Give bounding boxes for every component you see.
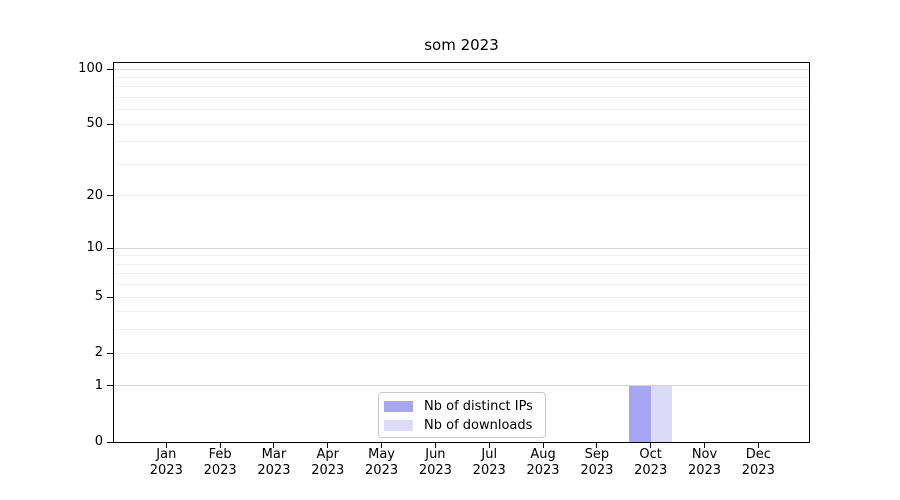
x-tick-mark — [434, 443, 436, 448]
x-tick-label: Apr 2023 — [311, 447, 345, 478]
legend: Nb of distinct IPs Nb of downloads — [378, 392, 546, 438]
y-tick-label: 1 — [94, 377, 103, 393]
gridline-minor — [114, 352, 809, 354]
gridline-minor — [114, 195, 809, 197]
x-tick-label: Jun 2023 — [418, 447, 452, 478]
y-tick-mark — [107, 195, 113, 197]
x-tick-mark — [381, 443, 383, 448]
x-tick-mark — [219, 443, 221, 448]
y-tick-label: 5 — [94, 289, 103, 305]
x-tick-mark — [488, 443, 490, 448]
x-tick-mark — [542, 443, 544, 448]
gridline-minor — [114, 311, 809, 313]
x-tick-mark — [327, 443, 329, 448]
gridline-minor — [114, 96, 809, 98]
x-tick-mark — [757, 443, 759, 448]
gridline-minor — [114, 284, 809, 286]
plot-area — [113, 62, 810, 443]
legend-label-downloads: Nb of downloads — [424, 418, 533, 433]
gridline-minor — [114, 329, 809, 331]
x-tick-label: Jan 2023 — [149, 447, 183, 478]
gridline-minor — [114, 273, 809, 275]
legend-swatch-downloads-icon — [384, 420, 413, 431]
gridline-minor — [114, 163, 809, 165]
chart-title: som 2023 — [424, 36, 499, 54]
x-tick-mark — [596, 443, 598, 448]
y-tick-label: 50 — [86, 116, 103, 132]
y-tick-label: 2 — [94, 345, 103, 361]
x-tick-label: Mar 2023 — [257, 447, 291, 478]
y-tick-label: 100 — [78, 61, 103, 76]
y-tick-mark — [107, 68, 113, 70]
gridline-minor — [114, 296, 809, 298]
x-tick-label: May 2023 — [365, 447, 399, 478]
legend-item-distinct-ips: Nb of distinct IPs — [384, 397, 533, 416]
x-tick-mark — [273, 443, 275, 448]
y-tick-label: 0 — [94, 434, 103, 449]
x-tick-label: Jul 2023 — [472, 447, 506, 478]
x-tick-mark — [165, 443, 167, 448]
y-tick-mark — [107, 352, 113, 354]
x-tick-label: Feb 2023 — [203, 447, 237, 478]
y-tick-label: 10 — [86, 240, 103, 256]
x-tick-label: Oct 2023 — [634, 447, 668, 478]
bar-nb-of-downloads — [650, 385, 673, 442]
y-tick-mark — [107, 247, 113, 249]
gridline-minor — [114, 86, 809, 88]
x-tick-mark — [704, 443, 705, 448]
gridline-minor — [114, 263, 809, 265]
bar-nb-of-distinct-ips — [629, 385, 651, 442]
gridline-major — [114, 385, 809, 387]
x-tick-label: Dec 2023 — [741, 447, 775, 478]
gridline-minor — [114, 141, 809, 143]
gridline-minor — [114, 109, 809, 111]
y-tick-mark — [107, 123, 113, 125]
y-tick-label: 20 — [86, 187, 103, 203]
legend-swatch-distinct-ips-icon — [384, 401, 413, 412]
gridline-major — [114, 68, 809, 70]
legend-label-distinct-ips: Nb of distinct IPs — [424, 399, 533, 414]
x-tick-label: Aug 2023 — [526, 447, 560, 478]
gridline-minor — [114, 123, 809, 125]
gridline-minor — [114, 255, 809, 257]
x-tick-label: Nov 2023 — [687, 447, 722, 478]
y-tick-mark — [107, 385, 113, 387]
gridline-major — [114, 247, 809, 249]
legend-item-downloads: Nb of downloads — [384, 416, 532, 435]
x-tick-label: Sep 2023 — [580, 447, 614, 478]
y-tick-mark — [107, 441, 113, 443]
gridline-minor — [114, 76, 809, 78]
y-tick-mark — [107, 296, 113, 298]
x-tick-mark — [650, 443, 652, 448]
